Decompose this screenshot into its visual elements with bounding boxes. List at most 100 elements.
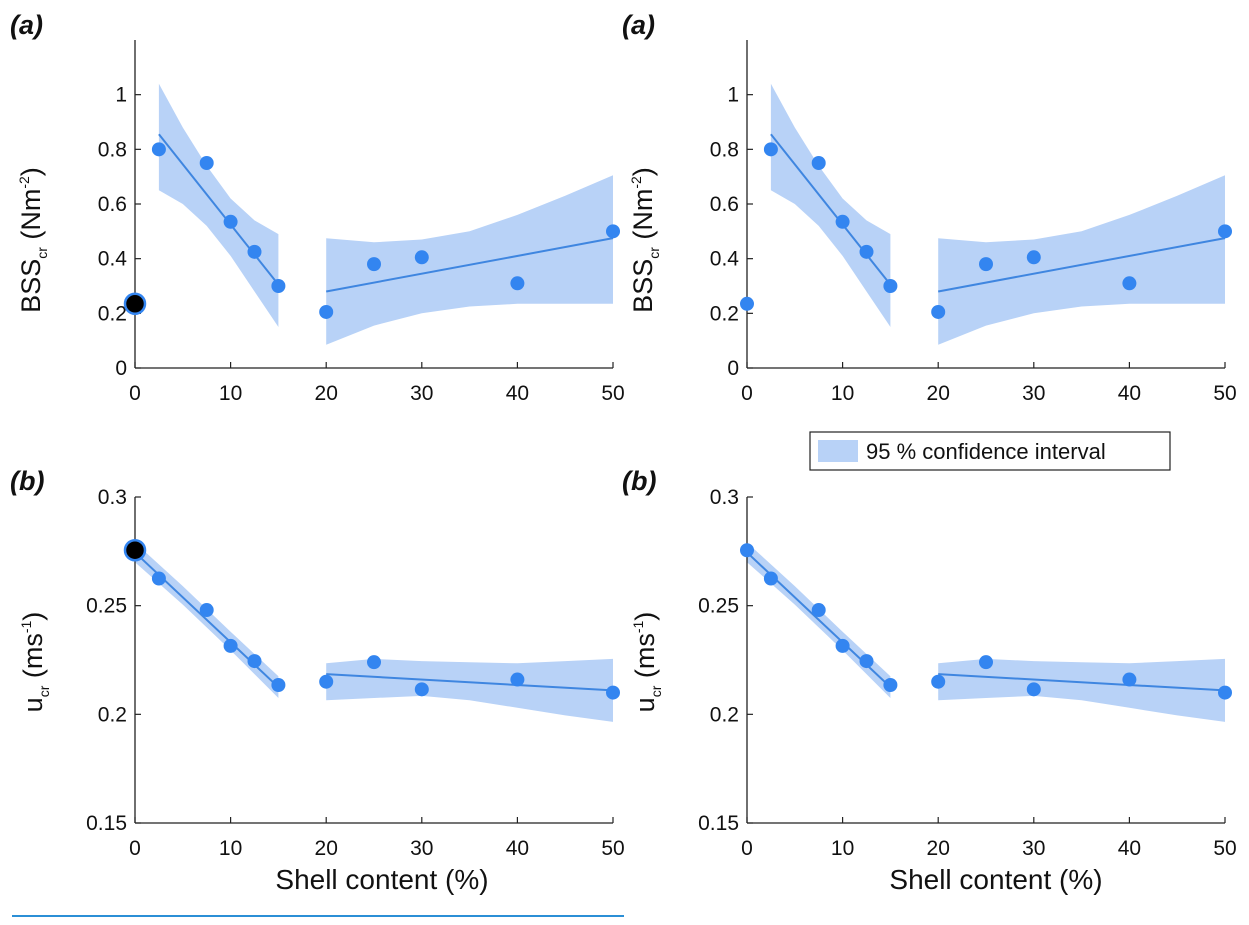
y-tick-label: 0.2 — [710, 302, 739, 325]
x-tick-label: 50 — [1213, 837, 1236, 860]
panel-3: 0 10 20 30 40 50 0.15 0.2 0.25 0.3 (b) ucr (ms-1) — [10, 466, 625, 860]
y-axis-title-units: (Nm — [16, 189, 46, 247]
confidence-band-2 — [326, 658, 613, 722]
data-point — [223, 638, 238, 653]
y-tick-label: 0.15 — [698, 812, 739, 835]
x-tick-label: 40 — [1118, 837, 1141, 860]
x-tick-label: 10 — [831, 837, 854, 860]
fit-line-1 — [770, 133, 892, 286]
confidence-band-1 — [158, 83, 279, 327]
x-tick-label: 40 — [506, 382, 529, 405]
y-tick-label: 0.3 — [98, 486, 127, 509]
data-point — [740, 543, 754, 558]
y-axis-title-close: ) — [16, 167, 46, 176]
y-tick-label: 0.8 — [98, 138, 127, 161]
data-point — [835, 214, 850, 229]
y-axis-title-close: ) — [630, 612, 660, 621]
x-tick-label: 0 — [129, 382, 141, 405]
x-tick-label: 30 — [410, 382, 433, 405]
y-axis-title-superscript: -1 — [18, 620, 34, 633]
y-tick-label: 0.2 — [710, 703, 739, 726]
fit-line-2 — [938, 673, 1226, 692]
data-point — [367, 257, 381, 272]
data-point — [763, 571, 778, 586]
y-axis-title-main: BSS — [628, 259, 658, 313]
panel-label: (b) — [622, 466, 656, 496]
x-tick-label: 20 — [927, 382, 950, 405]
y-axis-title-subscript: cr — [648, 685, 664, 697]
y-tick-label: 0.6 — [98, 193, 127, 216]
data-point — [763, 142, 778, 157]
data-point — [931, 674, 946, 689]
legend-swatch-ci — [818, 440, 858, 462]
data-point — [199, 156, 214, 170]
x-tick-label: 10 — [219, 837, 242, 860]
y-axis-title-close: ) — [628, 167, 658, 176]
x-tick-label: 40 — [1118, 382, 1141, 405]
data-point — [883, 677, 898, 692]
data-point — [1026, 682, 1041, 697]
y-tick-label: 0.4 — [98, 248, 128, 271]
x-tick-label: 30 — [1022, 837, 1045, 860]
data-point — [740, 296, 754, 311]
x-tick-label: 20 — [315, 382, 338, 405]
x-tick-label: 20 — [315, 837, 338, 860]
highlighted-data-point — [123, 538, 147, 562]
y-axis-title-units: (ms — [18, 633, 48, 685]
y-axis-title: BSScr (Nm-2) — [628, 167, 662, 313]
panel-label: (a) — [622, 10, 655, 40]
x-tick-label: 20 — [927, 837, 950, 860]
x-tick-label: 50 — [1213, 382, 1236, 405]
y-axis-title-main: u — [18, 697, 48, 712]
x-tick-label: 0 — [129, 837, 141, 860]
x-tick-label: 30 — [410, 837, 433, 860]
y-tick-label: 0.2 — [98, 302, 127, 325]
legend-box — [809, 431, 1171, 471]
y-axis-title-superscript: -1 — [630, 620, 646, 633]
y-axis-title-units: (ms — [630, 633, 660, 685]
x-tick-label: 50 — [601, 382, 624, 405]
legend-label: 95 % confidence interval — [866, 439, 1106, 464]
data-point — [510, 276, 525, 291]
y-axis-title-superscript: -2 — [16, 176, 32, 189]
x-tick-label: 10 — [831, 382, 854, 405]
y-axis-title-main: u — [630, 697, 660, 712]
data-point — [414, 682, 429, 697]
data-point — [859, 244, 874, 259]
y-axis-title: ucr (ms-1) — [630, 612, 664, 713]
data-point — [319, 674, 334, 689]
data-point — [883, 279, 898, 293]
y-axis-title-superscript: -2 — [628, 176, 644, 189]
data-point — [1218, 685, 1232, 700]
y-tick-label: 1 — [727, 84, 739, 107]
x-tick-label: 40 — [506, 837, 529, 860]
y-tick-label: 0.8 — [710, 138, 739, 161]
panel-label: (a) — [10, 10, 43, 40]
x-tick-label: 50 — [601, 837, 624, 860]
data-point — [223, 214, 238, 229]
data-point — [199, 603, 214, 618]
x-tick-label: 0 — [741, 382, 753, 405]
data-point — [1218, 224, 1232, 239]
y-tick-label: 1 — [115, 84, 127, 107]
data-point — [1122, 672, 1137, 687]
y-axis-title-subscript: cr — [646, 247, 662, 259]
y-tick-label: 0.25 — [698, 595, 739, 618]
y-axis-title-units: (Nm — [628, 189, 658, 247]
data-point — [859, 654, 874, 669]
y-tick-label: 0.2 — [98, 703, 127, 726]
data-point — [319, 304, 334, 319]
x-tick-label: 10 — [219, 382, 242, 405]
confidence-band-2 — [326, 175, 613, 345]
data-point — [151, 142, 166, 157]
confidence-band-2 — [938, 658, 1225, 722]
y-axis-title: ucr (ms-1) — [18, 612, 52, 713]
y-tick-label: 0.6 — [710, 193, 739, 216]
y-tick-label: 0.3 — [710, 486, 739, 509]
fit-line-1 — [158, 133, 280, 286]
fit-line-2 — [326, 237, 614, 293]
y-axis-title-close: ) — [18, 612, 48, 621]
x-axis-title-right: Shell content (%) — [889, 864, 1102, 895]
y-axis-title: BSScr (Nm-2) — [16, 167, 50, 313]
